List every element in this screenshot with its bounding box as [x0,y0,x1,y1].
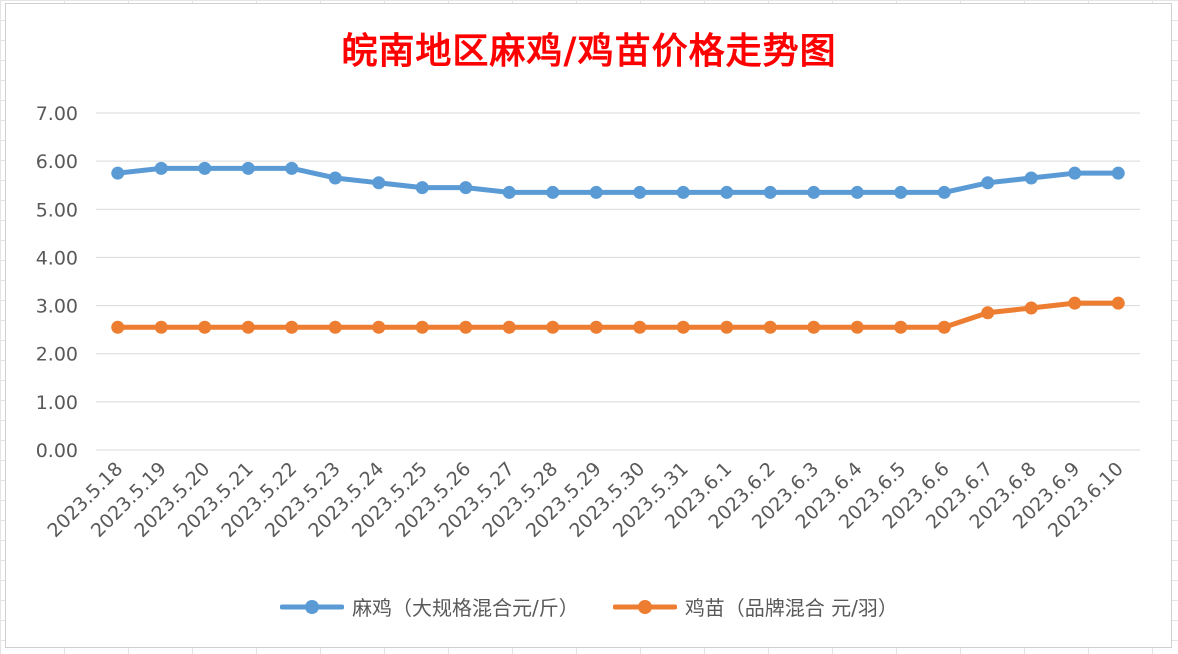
data-point[interactable] [676,320,690,334]
data-point[interactable] [720,320,734,334]
data-point[interactable] [241,320,255,334]
data-point[interactable] [807,185,821,199]
data-point[interactable] [894,320,908,334]
legend-swatch [612,599,677,614]
data-point[interactable] [328,171,342,185]
data-point[interactable] [502,185,516,199]
legend-item[interactable]: 麻鸡（大规格混合元/斤） [280,592,579,621]
data-point[interactable] [807,320,821,334]
data-point[interactable] [415,181,429,195]
legend-swatch-marker [637,599,652,614]
data-point[interactable] [894,185,908,199]
data-point[interactable] [546,185,560,199]
data-point[interactable] [937,320,951,334]
y-tick-label: 0.00 [36,440,78,462]
y-tick-label: 3.00 [36,296,78,318]
data-point[interactable] [720,185,734,199]
data-point[interactable] [372,320,386,334]
data-point[interactable] [850,185,864,199]
data-point[interactable] [154,161,168,175]
data-point[interactable] [459,320,473,334]
data-point[interactable] [1068,166,1082,180]
series-line[interactable] [115,300,1121,330]
legend-item[interactable]: 鸡苗（品牌混合 元/羽） [612,592,898,621]
data-point[interactable] [502,320,516,334]
data-point[interactable] [154,320,168,334]
data-point[interactable] [241,161,255,175]
data-point[interactable] [981,306,995,320]
data-point[interactable] [937,185,951,199]
data-point[interactable] [198,320,212,334]
data-point[interactable] [415,320,429,334]
data-point[interactable] [285,161,299,175]
data-point[interactable] [676,185,690,199]
data-point[interactable] [285,320,299,334]
data-point[interactable] [981,176,995,190]
data-point[interactable] [372,176,386,190]
legend-label: 麻鸡（大规格混合元/斤） [352,596,579,620]
legend-swatch [280,599,345,614]
data-point[interactable] [111,320,125,334]
data-point[interactable] [850,320,864,334]
data-point[interactable] [763,320,777,334]
series-line[interactable] [115,165,1121,195]
chart-legend: 麻鸡（大规格混合元/斤） 鸡苗（品牌混合 元/羽） [0,592,1178,621]
data-point[interactable] [1024,171,1038,185]
y-tick-label: 4.00 [36,247,78,269]
data-point[interactable] [546,320,560,334]
data-point[interactable] [459,181,473,195]
legend-label: 鸡苗（品牌混合 元/羽） [684,596,898,620]
data-point[interactable] [1024,301,1038,315]
data-point[interactable] [1111,296,1125,310]
data-point[interactable] [198,161,212,175]
data-point[interactable] [633,320,647,334]
y-tick-label: 1.00 [36,392,78,414]
y-tick-label: 6.00 [36,151,78,173]
y-tick-label: 5.00 [36,199,78,221]
legend-swatch-marker [305,599,320,614]
data-point[interactable] [1111,166,1125,180]
data-point[interactable] [1068,296,1082,310]
data-point[interactable] [763,185,777,199]
data-point[interactable] [589,185,603,199]
data-point[interactable] [589,320,603,334]
data-point[interactable] [328,320,342,334]
y-tick-label: 7.00 [36,103,78,125]
chart-title: 皖南地区麻鸡/鸡苗价格走势图 [341,30,837,72]
y-tick-label: 2.00 [36,344,78,366]
data-point[interactable] [111,166,125,180]
data-point[interactable] [633,185,647,199]
